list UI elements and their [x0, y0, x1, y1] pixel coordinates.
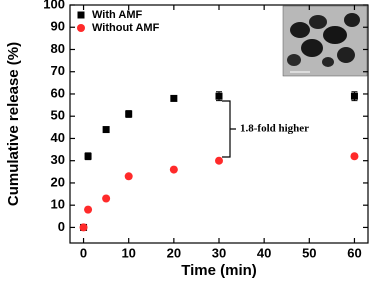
legend-marker — [77, 24, 85, 32]
y-tick-label: 70 — [51, 63, 65, 78]
annotation: 1.8-fold higher — [240, 123, 309, 135]
point — [169, 165, 178, 174]
point — [350, 92, 358, 100]
legend-label: Without AMF — [92, 22, 160, 34]
legend-label: With AMF — [92, 9, 142, 21]
y-tick-label: 0 — [58, 219, 65, 234]
x-axis-label: Time (min) — [181, 262, 257, 279]
y-axis-label: Cumulative release (%) — [5, 42, 22, 206]
y-tick-label: 40 — [51, 130, 65, 145]
x-tick-label: 60 — [347, 245, 361, 260]
annotation-bracket — [222, 100, 236, 158]
point — [215, 156, 223, 165]
point — [125, 110, 133, 118]
y-tick-label: 80 — [51, 41, 65, 56]
y-tick-label: 100 — [43, 0, 65, 11]
point — [170, 94, 178, 102]
y-tick-label: 10 — [51, 197, 65, 212]
point — [350, 152, 359, 161]
point — [84, 205, 93, 214]
y-tick-label: 50 — [51, 108, 65, 123]
point — [102, 194, 111, 203]
point — [102, 126, 110, 134]
point — [84, 152, 92, 160]
x-tick-label: 0 — [80, 245, 87, 260]
y-tick-label: 90 — [51, 19, 65, 34]
point — [79, 223, 88, 232]
x-tick-label: 50 — [302, 245, 316, 260]
point — [215, 92, 223, 100]
x-tick-label: 20 — [167, 245, 181, 260]
y-tick-label: 60 — [51, 85, 65, 100]
y-tick-label: 30 — [51, 152, 65, 167]
inset-image — [282, 5, 368, 77]
legend-marker — [77, 11, 85, 19]
point — [124, 172, 133, 181]
x-tick-label: 40 — [257, 245, 271, 260]
y-tick-label: 20 — [51, 174, 65, 189]
x-tick-label: 30 — [212, 245, 226, 260]
x-tick-label: 10 — [121, 245, 135, 260]
